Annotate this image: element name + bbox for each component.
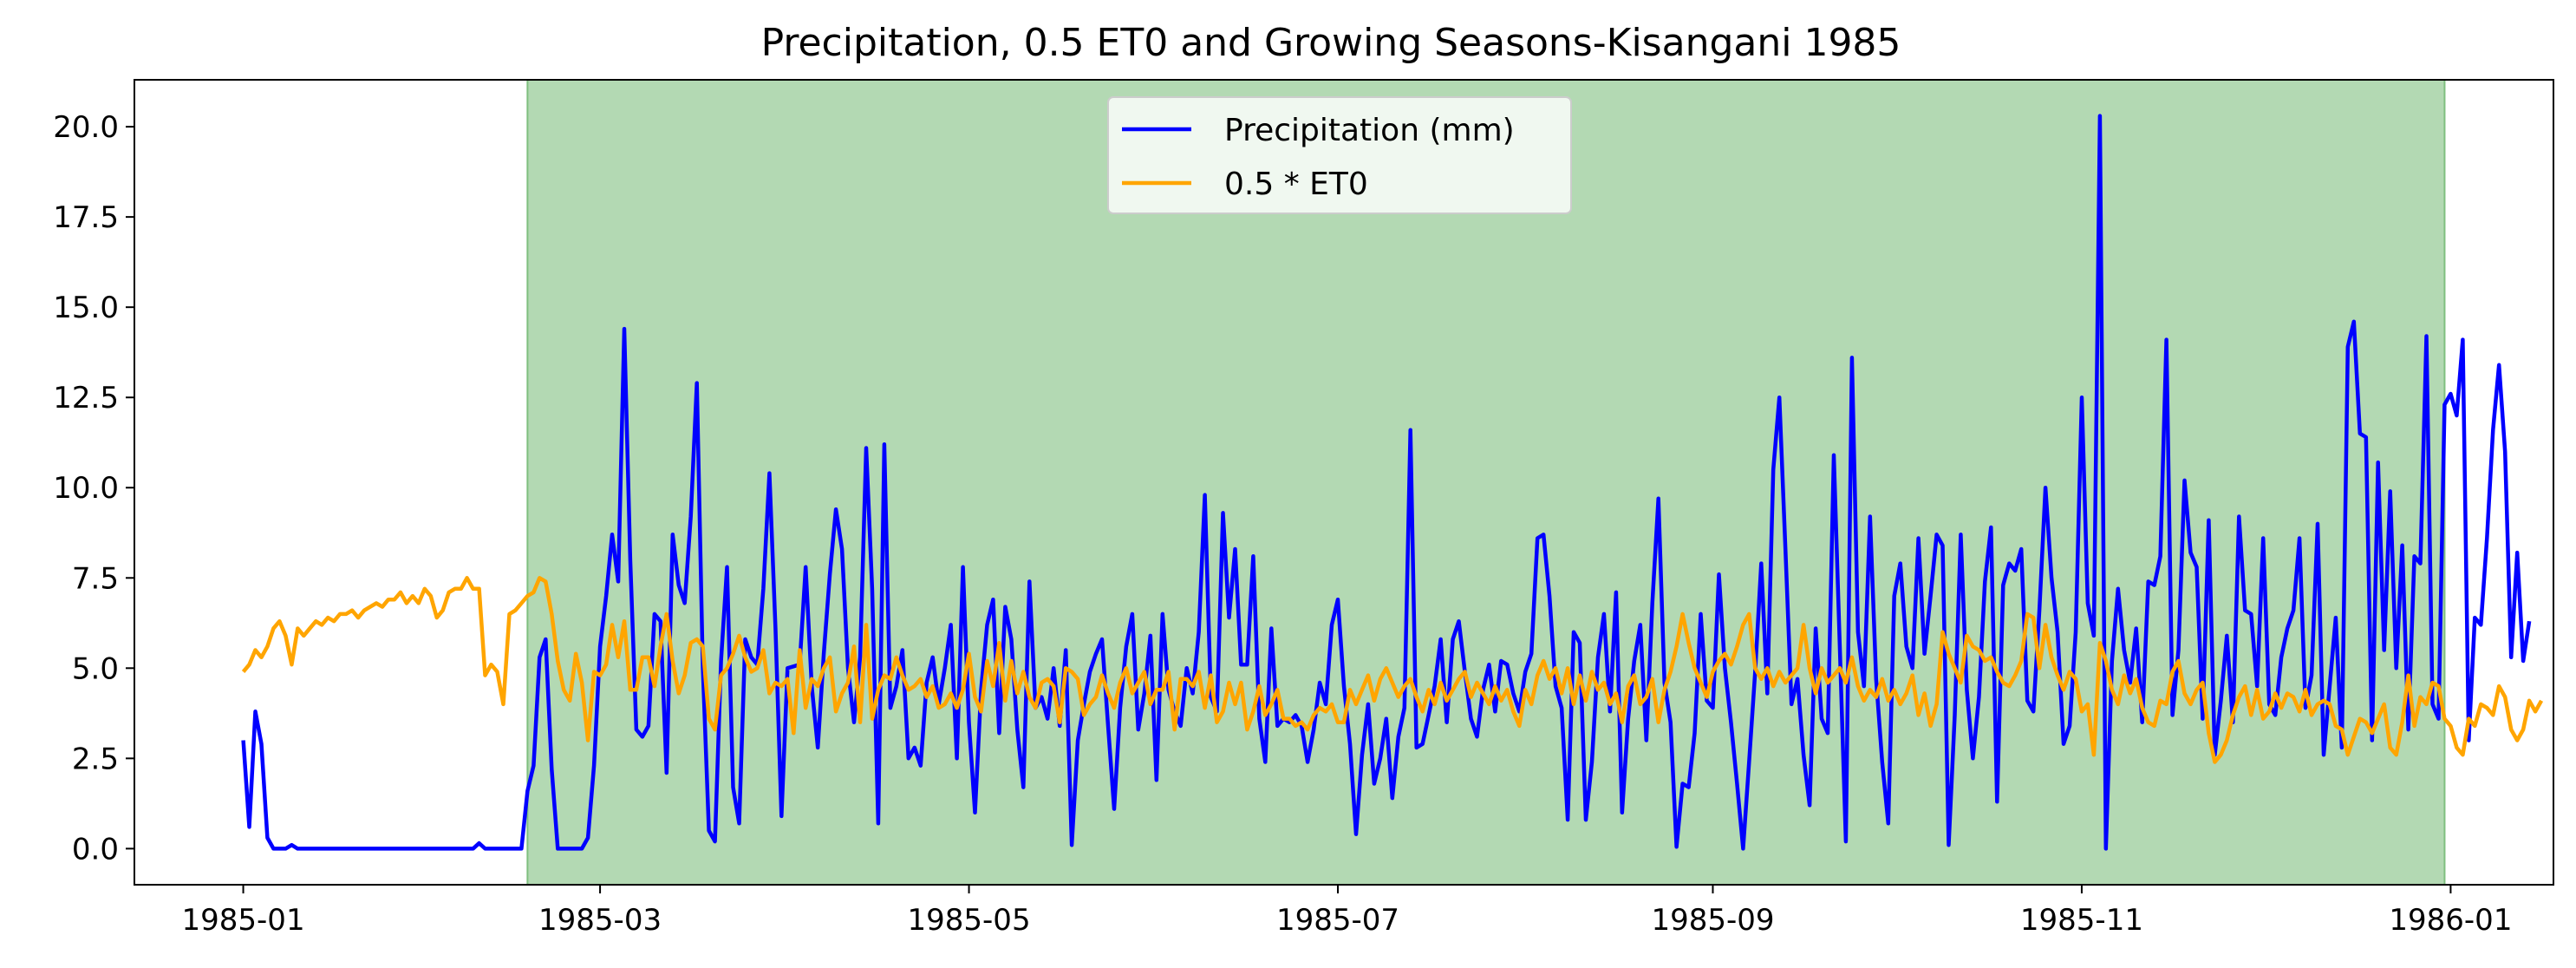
y-tick-label: 15.0 bbox=[53, 291, 119, 325]
legend-label-et0: 0.5 * ET0 bbox=[1224, 167, 1368, 202]
y-tick-label: 20.0 bbox=[53, 110, 119, 145]
x-tick-label: 1986-01 bbox=[2389, 903, 2512, 938]
x-tick-label: 1985-03 bbox=[538, 903, 662, 938]
series-line-et0 bbox=[241, 576, 2544, 764]
x-tick-label: 1985-01 bbox=[182, 903, 305, 938]
y-tick-label: 12.5 bbox=[53, 381, 119, 415]
y-tick-label: 7.5 bbox=[72, 561, 119, 596]
x-tick-label: 1985-07 bbox=[1276, 903, 1399, 938]
legend-label-precipitation: Precipitation (mm) bbox=[1224, 113, 1515, 148]
x-tick-label: 1985-09 bbox=[1651, 903, 1774, 938]
y-tick-label: 5.0 bbox=[72, 651, 119, 686]
legend: Precipitation (mm) 0.5 * ET0 bbox=[1107, 96, 1572, 214]
legend-box bbox=[1107, 96, 1572, 214]
plot-area: 0.0 2.5 5.0 7.5 10.0 12.5 15.0 17.5 20.0 1985-01 1… bbox=[53, 79, 2554, 938]
axes-frame bbox=[134, 79, 2554, 886]
y-tick-label: 2.5 bbox=[72, 742, 119, 776]
y-tick-label: 17.5 bbox=[53, 200, 119, 235]
y-tick-label: 10.0 bbox=[53, 471, 119, 506]
x-tick-label: 1985-05 bbox=[908, 903, 1031, 938]
x-tick-label: 1985-11 bbox=[2020, 903, 2143, 938]
y-tick-label: 0.0 bbox=[72, 832, 119, 867]
chart-title: Precipitation, 0.5 ET0 and Growing Seaso… bbox=[761, 21, 1901, 65]
series-line-precipitation bbox=[241, 114, 2532, 851]
